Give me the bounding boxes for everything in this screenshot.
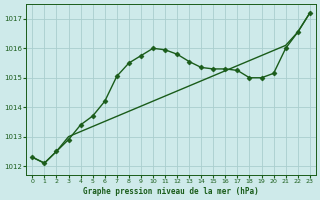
X-axis label: Graphe pression niveau de la mer (hPa): Graphe pression niveau de la mer (hPa) <box>83 187 259 196</box>
